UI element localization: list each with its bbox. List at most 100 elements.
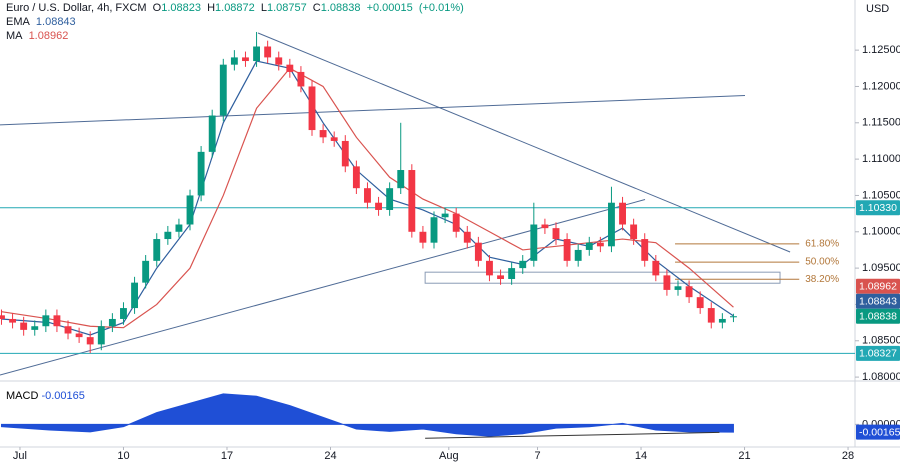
- currency: USD: [866, 3, 889, 15]
- change-pct: (+0.01%): [418, 2, 464, 14]
- legend-name: EMA: [6, 16, 30, 28]
- price-tag-label: -0.00165: [859, 426, 900, 438]
- candle-body: [685, 286, 693, 298]
- price-tag-label: 1.08838: [859, 310, 897, 322]
- price-tag-label: 1.08327: [859, 348, 897, 360]
- y-tick-label: 1.12500: [862, 44, 900, 56]
- trendline: [0, 199, 646, 376]
- candle-body: [386, 188, 394, 210]
- candle-body: [707, 308, 715, 323]
- x-tick-label: 21: [738, 450, 750, 462]
- candle-body: [108, 318, 116, 327]
- y-tick-label: 1.08500: [862, 335, 900, 347]
- candle-body: [486, 260, 493, 276]
- ohlc-key: H: [207, 2, 216, 14]
- candle-body: [131, 282, 139, 309]
- x-tick-label: 28: [842, 450, 854, 462]
- candle-body: [242, 57, 249, 62]
- candle-body: [230, 57, 238, 65]
- change: +0.00015: [366, 2, 413, 14]
- candle-body: [197, 151, 205, 196]
- price-tag: [856, 308, 900, 324]
- candle-body: [330, 137, 338, 141]
- candle-body: [408, 170, 416, 232]
- candle-body: [541, 224, 549, 229]
- fib-label: 50.00%: [805, 257, 839, 268]
- candle-body: [42, 315, 50, 327]
- range-box: [424, 271, 781, 284]
- candle-body: [419, 231, 427, 243]
- macd-area: [0, 393, 734, 437]
- x-tick-label: 24: [324, 450, 336, 462]
- candle-body: [674, 286, 682, 290]
- trendline: [0, 95, 746, 126]
- price-tag: [856, 293, 900, 309]
- candle-body: [264, 46, 272, 58]
- candle-body: [474, 242, 482, 261]
- price-tag-label: 1.08843: [859, 295, 897, 307]
- candle-body: [319, 130, 327, 138]
- candle-body: [297, 71, 305, 87]
- candle-body: [497, 275, 504, 280]
- symbol-row: Euro / U.S. Dollar, 4h, FXCM O1.08823 H1…: [6, 1, 467, 15]
- symbol: Euro / U.S. Dollar, 4h, FXCM: [6, 2, 147, 14]
- candle-body: [641, 239, 649, 261]
- candle-body: [364, 188, 371, 203]
- candle-body: [696, 297, 704, 309]
- candle-body: [186, 195, 194, 225]
- legend-value: 1.08843: [35, 16, 76, 28]
- candle-body: [652, 260, 660, 276]
- legend-value: 1.08962: [28, 30, 69, 42]
- candle-body: [53, 315, 61, 327]
- x-tick-label: Jul: [13, 450, 27, 462]
- candle-body: [253, 46, 260, 62]
- ohlc-value: 1.08872: [215, 2, 255, 14]
- candle-body: [286, 64, 294, 72]
- macd-legend: MACD -0.00165: [6, 390, 85, 402]
- price-tag: [856, 278, 900, 294]
- price-tag-label: 1.10330: [859, 202, 897, 214]
- price-tag: [856, 200, 900, 216]
- candle-body: [452, 213, 460, 232]
- candle-body: [596, 242, 604, 247]
- candle-body: [397, 170, 405, 189]
- candle-body: [574, 249, 582, 261]
- candle-body: [153, 239, 161, 261]
- y-tick-label: 1.11000: [862, 153, 900, 165]
- ohlc-key: C: [312, 2, 321, 14]
- candle-body: [563, 239, 571, 261]
- candle-body: [175, 224, 183, 232]
- candle-body: [608, 202, 615, 247]
- candle-body: [375, 202, 382, 210]
- legend-name: MA: [6, 30, 23, 42]
- candle-body: [164, 231, 172, 240]
- price-tag-label: 1.08962: [859, 280, 897, 292]
- candle-body: [275, 57, 283, 65]
- x-tick-label: 10: [117, 450, 129, 462]
- candle-body: [142, 260, 150, 283]
- candle-body: [20, 322, 28, 330]
- candle-body: [341, 140, 349, 167]
- candle-body: [519, 260, 527, 269]
- x-tick-label: 14: [635, 450, 647, 462]
- y-tick-label: 1.09500: [862, 262, 900, 274]
- ohlc-key: L: [260, 2, 267, 14]
- candle-body: [86, 337, 94, 345]
- candle-body: [64, 326, 72, 334]
- price-tag: [856, 345, 900, 361]
- candle-body: [9, 318, 17, 323]
- y-tick-label: 1.10500: [862, 189, 900, 201]
- trendline: [257, 32, 791, 253]
- candle-body: [219, 64, 227, 116]
- candle-body: [508, 268, 516, 280]
- candle-body: [120, 308, 127, 319]
- candle-body: [463, 231, 471, 243]
- candle-body: [441, 213, 449, 218]
- candle-body: [31, 326, 39, 330]
- fib-label: 61.80%: [805, 239, 839, 250]
- y-tick-label: 1.08000: [862, 371, 900, 383]
- macd-trendline: [425, 431, 720, 439]
- x-tick-label: 17: [221, 450, 233, 462]
